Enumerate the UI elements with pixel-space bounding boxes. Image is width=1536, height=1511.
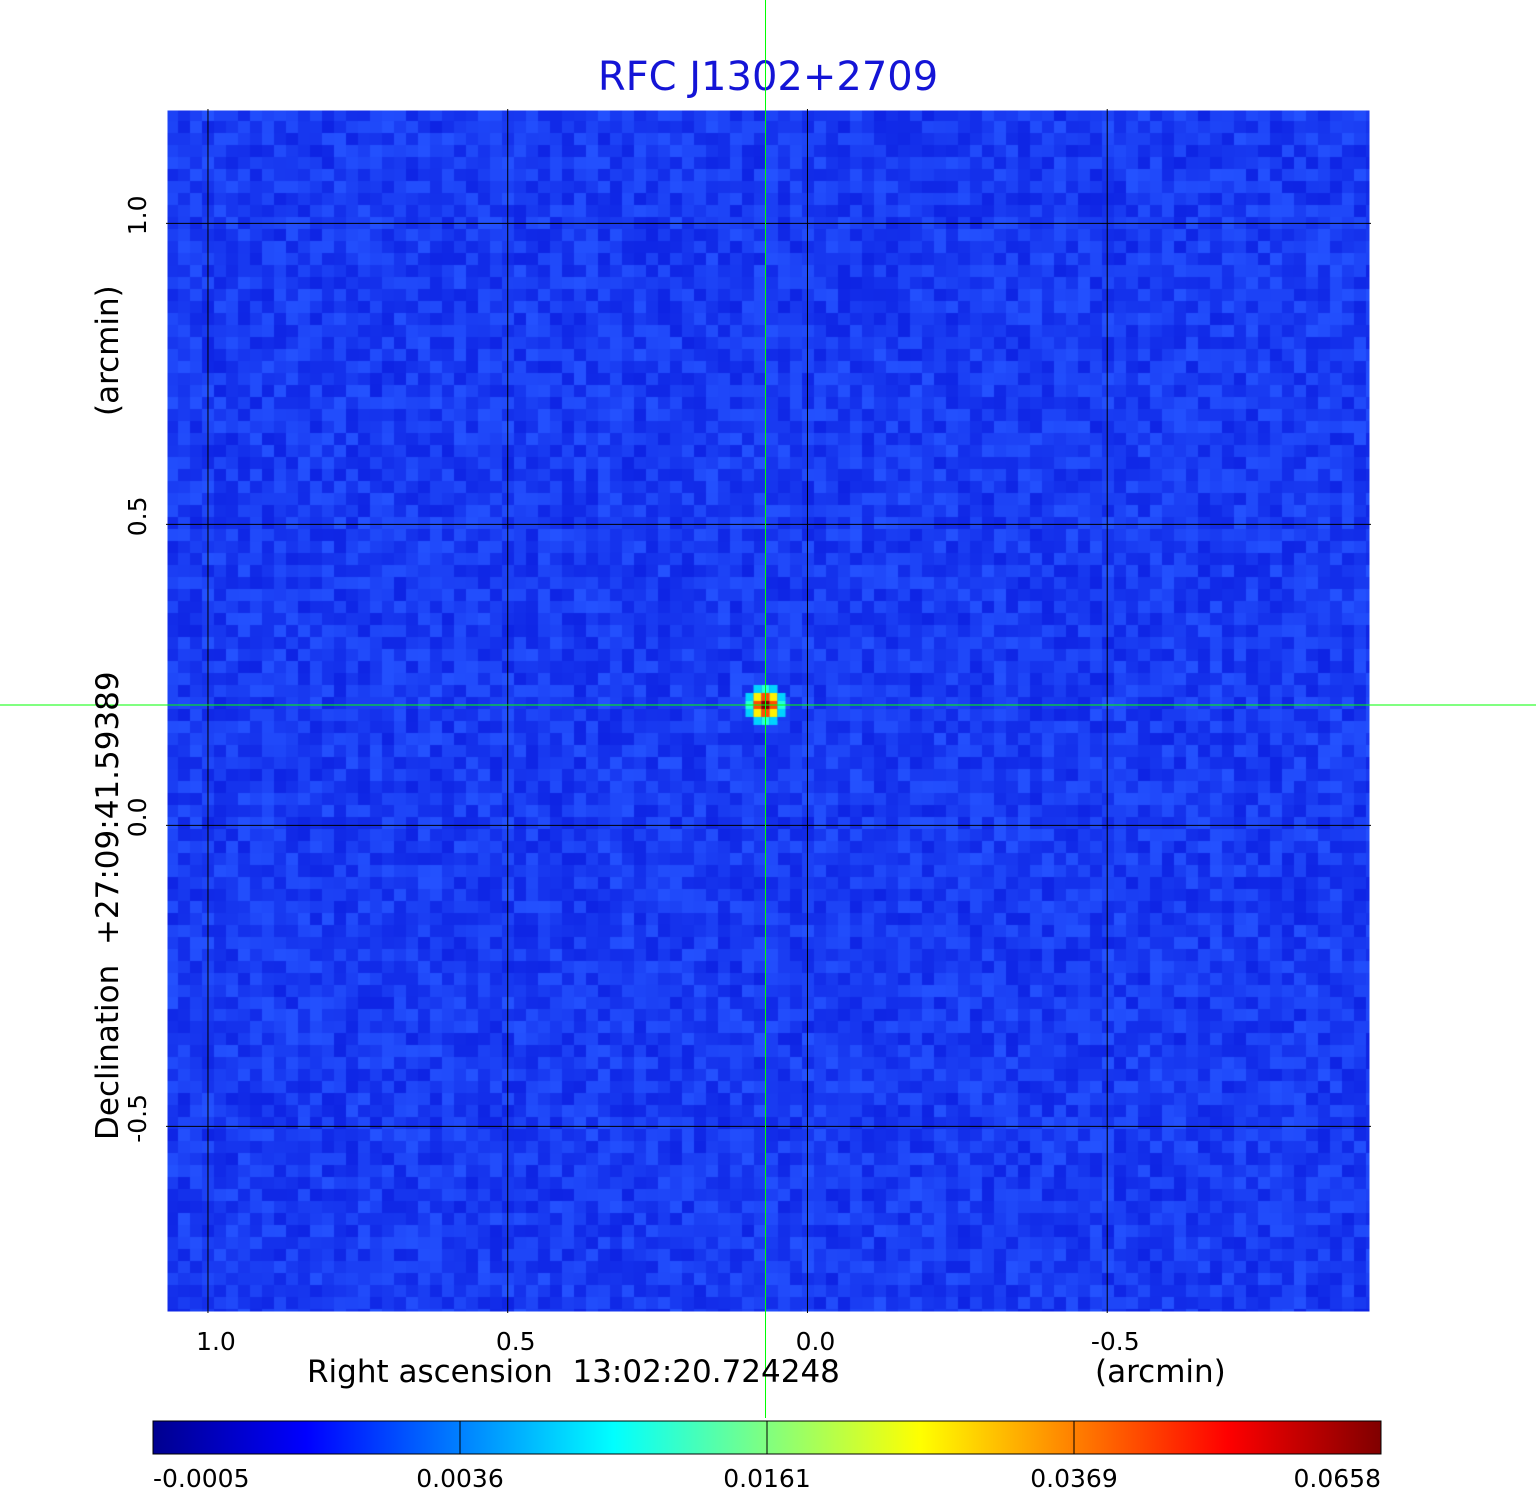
colorbar-tick-label: 0.0369	[1030, 1464, 1117, 1493]
y-axis-unit: (arcmin)	[90, 285, 126, 416]
y-axis-label: Declination +27:09:41.59389	[90, 671, 126, 1140]
x-tick-label: 1.0	[196, 1327, 236, 1356]
chart-title: RFC J1302+2709	[598, 54, 938, 100]
map-frame	[164, 107, 1373, 1315]
x-axis-unit: (arcmin)	[1095, 1354, 1226, 1390]
crosshair	[0, 0, 1536, 1418]
colorbar-tick-label: -0.0005	[153, 1464, 250, 1493]
x-tick-label: 0.0	[796, 1327, 836, 1356]
intensity-map	[164, 107, 1373, 1315]
map-pixels	[166, 109, 1371, 1313]
x-axis-label: Right ascension 13:02:20.724248	[307, 1354, 840, 1390]
y-tick-label: 1.0	[123, 195, 152, 235]
y-tick-labels: 1.0 0.5 0.0 -0.5	[123, 195, 152, 1142]
x-tick-label: 0.5	[496, 1327, 536, 1356]
colorbar-tick-label: 0.0658	[1294, 1464, 1381, 1493]
colorbar: -0.0005 0.0036 0.0161 0.0369 0.0658	[152, 1420, 1382, 1493]
colorbar-tick-label: 0.0036	[416, 1464, 503, 1493]
y-tick-label: 0.0	[123, 797, 152, 837]
x-tick-label: -0.5	[1091, 1327, 1140, 1356]
y-tick-label: 0.5	[123, 496, 152, 536]
y-tick-label: -0.5	[123, 1094, 152, 1143]
coordinate-grid	[166, 109, 1371, 1313]
colorbar-tick-label: 0.0161	[723, 1464, 810, 1493]
x-tick-labels: 1.0 0.5 0.0 -0.5	[196, 1327, 1140, 1356]
